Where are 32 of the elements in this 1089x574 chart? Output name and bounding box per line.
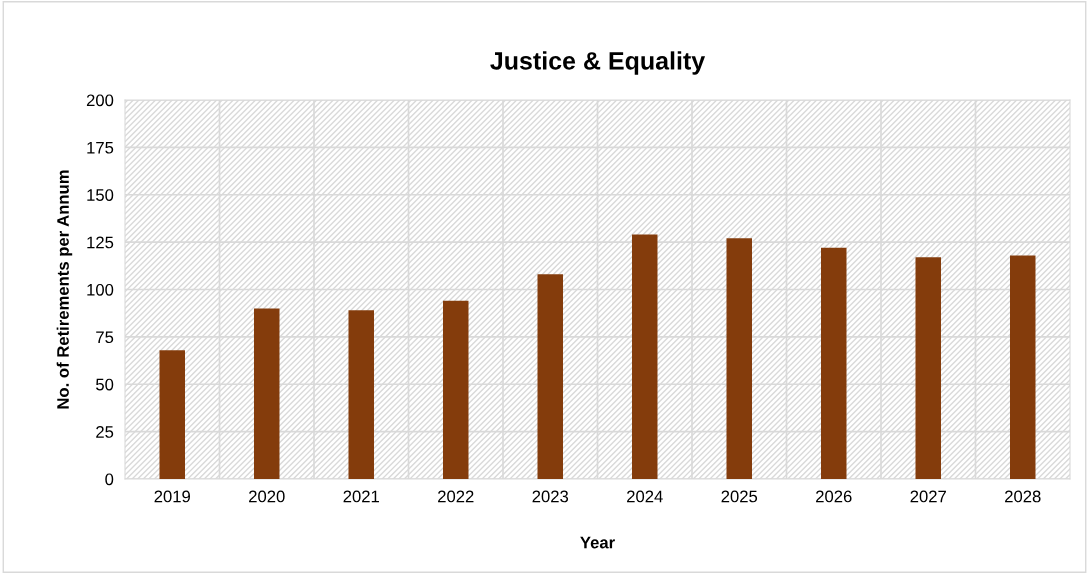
x-tick-label: 2027 bbox=[910, 490, 946, 503]
x-tick-label: 2021 bbox=[343, 490, 379, 503]
y-tick-label: 0 bbox=[105, 473, 114, 486]
x-axis-title: Year bbox=[580, 536, 615, 549]
y-tick-label: 150 bbox=[87, 189, 114, 201]
y-tick-label: 175 bbox=[87, 141, 114, 154]
bar bbox=[348, 310, 375, 479]
x-tick-label: 2023 bbox=[532, 490, 569, 503]
y-axis-title: No. of Retirements per Annum bbox=[56, 170, 73, 409]
bar bbox=[159, 350, 186, 479]
x-tick-label: 2022 bbox=[438, 490, 474, 503]
y-tick-label: 100 bbox=[87, 283, 114, 296]
x-tick-label: 2028 bbox=[1005, 490, 1041, 503]
bar bbox=[442, 300, 469, 479]
chart-title: Justice & Equality bbox=[490, 51, 706, 75]
y-tick-label: 200 bbox=[86, 94, 114, 107]
bar bbox=[820, 247, 847, 479]
bar bbox=[253, 308, 280, 479]
bar bbox=[915, 257, 942, 479]
bar bbox=[726, 238, 753, 479]
bar bbox=[631, 234, 658, 479]
x-tick-label: 2020 bbox=[249, 490, 285, 503]
x-tick-label: 2026 bbox=[816, 490, 852, 503]
y-tick-label: 25 bbox=[96, 426, 114, 438]
y-tick-label: 50 bbox=[96, 378, 114, 391]
bar bbox=[1009, 255, 1036, 479]
y-tick-label: 125 bbox=[87, 236, 114, 249]
x-tick-label: 2019 bbox=[154, 490, 190, 503]
x-tick-label: 2025 bbox=[721, 490, 758, 503]
x-tick-label: 2024 bbox=[627, 490, 663, 503]
y-tick-label: 75 bbox=[96, 331, 114, 344]
bar bbox=[537, 274, 564, 479]
